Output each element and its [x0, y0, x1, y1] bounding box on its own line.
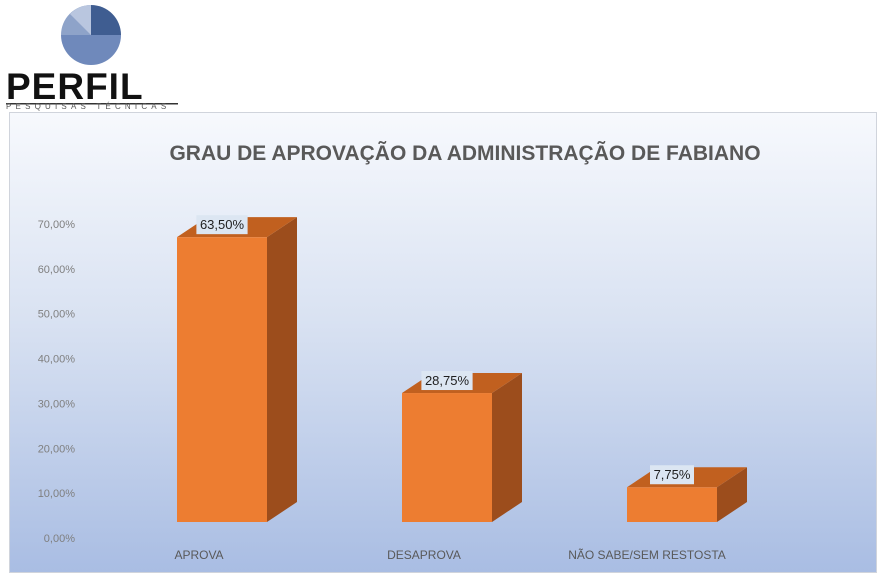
- chart-title: GRAU DE APROVAÇÃO DA ADMINISTRAÇÃO DE FA…: [169, 142, 761, 165]
- y-tick-label: 60,00%: [38, 264, 76, 276]
- y-tick-label: 30,00%: [38, 398, 76, 410]
- data-label: 28,75%: [425, 373, 470, 388]
- y-tick-label: 70,00%: [38, 219, 76, 231]
- bar: [177, 237, 267, 522]
- bar: [627, 487, 717, 522]
- logo-tagline: PESQUISAS TÉCNICAS: [6, 102, 171, 111]
- data-label-box: [650, 465, 694, 485]
- x-tick-label: DESAPROVA: [387, 548, 461, 562]
- bar-side: [717, 467, 747, 522]
- logo-name: PERFIL: [6, 66, 144, 107]
- y-tick-label: 50,00%: [38, 309, 76, 321]
- y-tick-label: 10,00%: [38, 488, 76, 500]
- data-label-box: [421, 371, 473, 391]
- y-tick-label: 0,00%: [44, 533, 75, 545]
- y-tick-label: 20,00%: [38, 443, 76, 455]
- bar-side: [492, 373, 522, 522]
- data-label-box: [196, 215, 248, 235]
- x-tick-label: APROVA: [174, 548, 223, 562]
- bar-side: [267, 217, 297, 522]
- x-tick-label: NÃO SABE/SEM RESTOSTA: [568, 548, 726, 562]
- data-label: 7,75%: [654, 467, 691, 482]
- pie-chart-icon: [61, 5, 121, 65]
- bar: [402, 393, 492, 522]
- y-tick-label: 40,00%: [38, 354, 76, 366]
- perfil-logo-icon: [6, 5, 178, 105]
- data-label: 63,50%: [200, 217, 245, 232]
